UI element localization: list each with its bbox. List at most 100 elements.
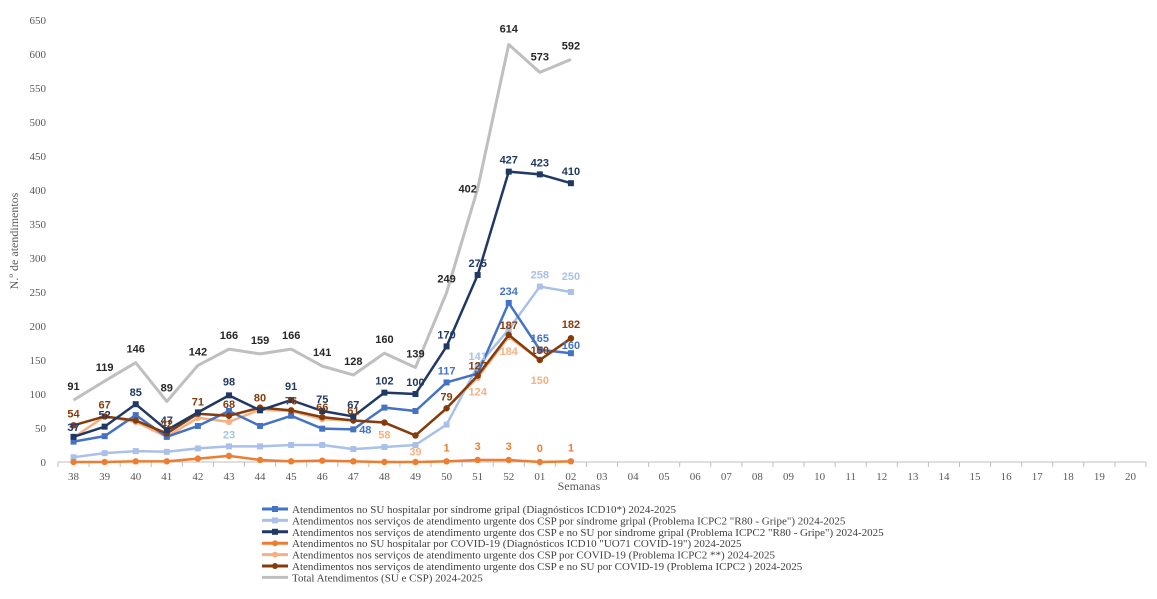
data-label: 614 [500, 23, 519, 35]
data-label: 141 [468, 351, 486, 363]
data-point [70, 458, 77, 466]
data-point [163, 427, 170, 434]
data-point [412, 408, 419, 414]
data-point [163, 448, 170, 455]
data-point [194, 455, 202, 462]
data-label: 100 [406, 377, 424, 389]
data-label: 402 [458, 184, 476, 196]
data-label: 54 [67, 408, 80, 420]
data-point [350, 426, 357, 433]
data-point [567, 180, 574, 187]
data-point [474, 272, 481, 278]
data-label: 48 [359, 424, 371, 436]
data-label: 75 [316, 394, 328, 406]
legend-marker [272, 540, 278, 547]
x-tick-label: 45 [286, 471, 298, 483]
data-point [101, 433, 108, 440]
x-tick-label: 40 [130, 471, 142, 483]
data-label: 165 [531, 333, 549, 345]
y-tick-label: 450 [30, 151, 47, 163]
data-label: 249 [437, 274, 455, 286]
x-tick-label: 10 [814, 471, 826, 483]
data-label: 170 [437, 329, 455, 341]
data-label: 39 [409, 446, 421, 458]
data-point [256, 456, 264, 464]
data-point [194, 422, 201, 429]
data-point [194, 409, 201, 416]
legend-marker [272, 528, 278, 535]
data-label: 66 [316, 402, 328, 414]
data-point [70, 454, 77, 461]
y-tick-label: 150 [30, 355, 47, 367]
y-tick-label: 0 [41, 457, 47, 469]
data-point [319, 425, 326, 432]
data-label: 47 [161, 415, 173, 427]
data-label: 159 [251, 335, 269, 347]
x-tick-label: 42 [192, 471, 203, 483]
data-point [505, 299, 512, 306]
data-point [474, 456, 481, 464]
data-point [567, 335, 575, 342]
data-label: 61 [347, 406, 359, 418]
data-point [101, 458, 108, 466]
data-label: 117 [438, 365, 456, 377]
x-tick-label: 52 [503, 471, 514, 483]
data-label: 37 [67, 422, 79, 434]
data-label: 85 [130, 387, 142, 399]
x-tick-label: 39 [99, 471, 111, 483]
data-label: 275 [468, 258, 486, 270]
legend: Atendimentos no SU hospitalar por síndro… [262, 504, 884, 584]
data-point [443, 458, 450, 465]
data-point [257, 443, 264, 450]
data-point [225, 443, 232, 450]
y-tick-label: 350 [30, 219, 47, 231]
data-point [225, 418, 233, 426]
data-point [474, 363, 481, 370]
x-tick-label: 20 [1125, 471, 1137, 483]
legend-marker [272, 506, 278, 512]
data-point [350, 446, 357, 453]
data-point [319, 413, 326, 421]
series-lines [70, 42, 575, 466]
data-point [70, 433, 77, 440]
y-axis: 0 50 100 150 200 250 300 350 400 450 500 550 600 650 [30, 15, 47, 469]
data-point [132, 448, 139, 455]
data-label: 142 [189, 346, 207, 358]
data-point [101, 423, 108, 430]
x-tick-label: 11 [845, 471, 856, 483]
data-point [536, 171, 543, 178]
data-label: 141 [313, 347, 331, 359]
data-point [443, 405, 450, 412]
data-point [70, 422, 77, 429]
data-point [288, 412, 295, 419]
data-point [536, 356, 544, 364]
data-label: 166 [220, 330, 238, 342]
x-tick-label: 14 [938, 471, 950, 483]
y-tick-label: 400 [30, 185, 47, 197]
data-point [381, 389, 388, 396]
data-point [443, 379, 450, 386]
data-point [194, 445, 201, 452]
x-tick-label: 03 [597, 471, 609, 483]
x-tick-label: 05 [659, 471, 671, 483]
data-label: 0 [537, 443, 543, 455]
x-tick-label: 07 [721, 471, 733, 483]
data-point [412, 391, 419, 397]
legend-marker [272, 517, 278, 524]
data-point [536, 283, 543, 290]
legend-marker [272, 551, 278, 558]
data-label: 1 [444, 442, 450, 454]
data-label: 1 [568, 442, 574, 454]
data-point [412, 432, 419, 439]
data-point [567, 289, 574, 295]
data-point [225, 392, 232, 399]
data-point [381, 404, 388, 411]
data-label: 234 [500, 286, 519, 298]
legend-entry: Atendimentos no SU hospitalar por COVID-… [292, 538, 742, 550]
data-label: 68 [223, 399, 235, 411]
y-tick-label: 500 [30, 117, 47, 129]
x-tick-label: 17 [1032, 471, 1044, 483]
x-tick-label: 38 [68, 471, 80, 483]
